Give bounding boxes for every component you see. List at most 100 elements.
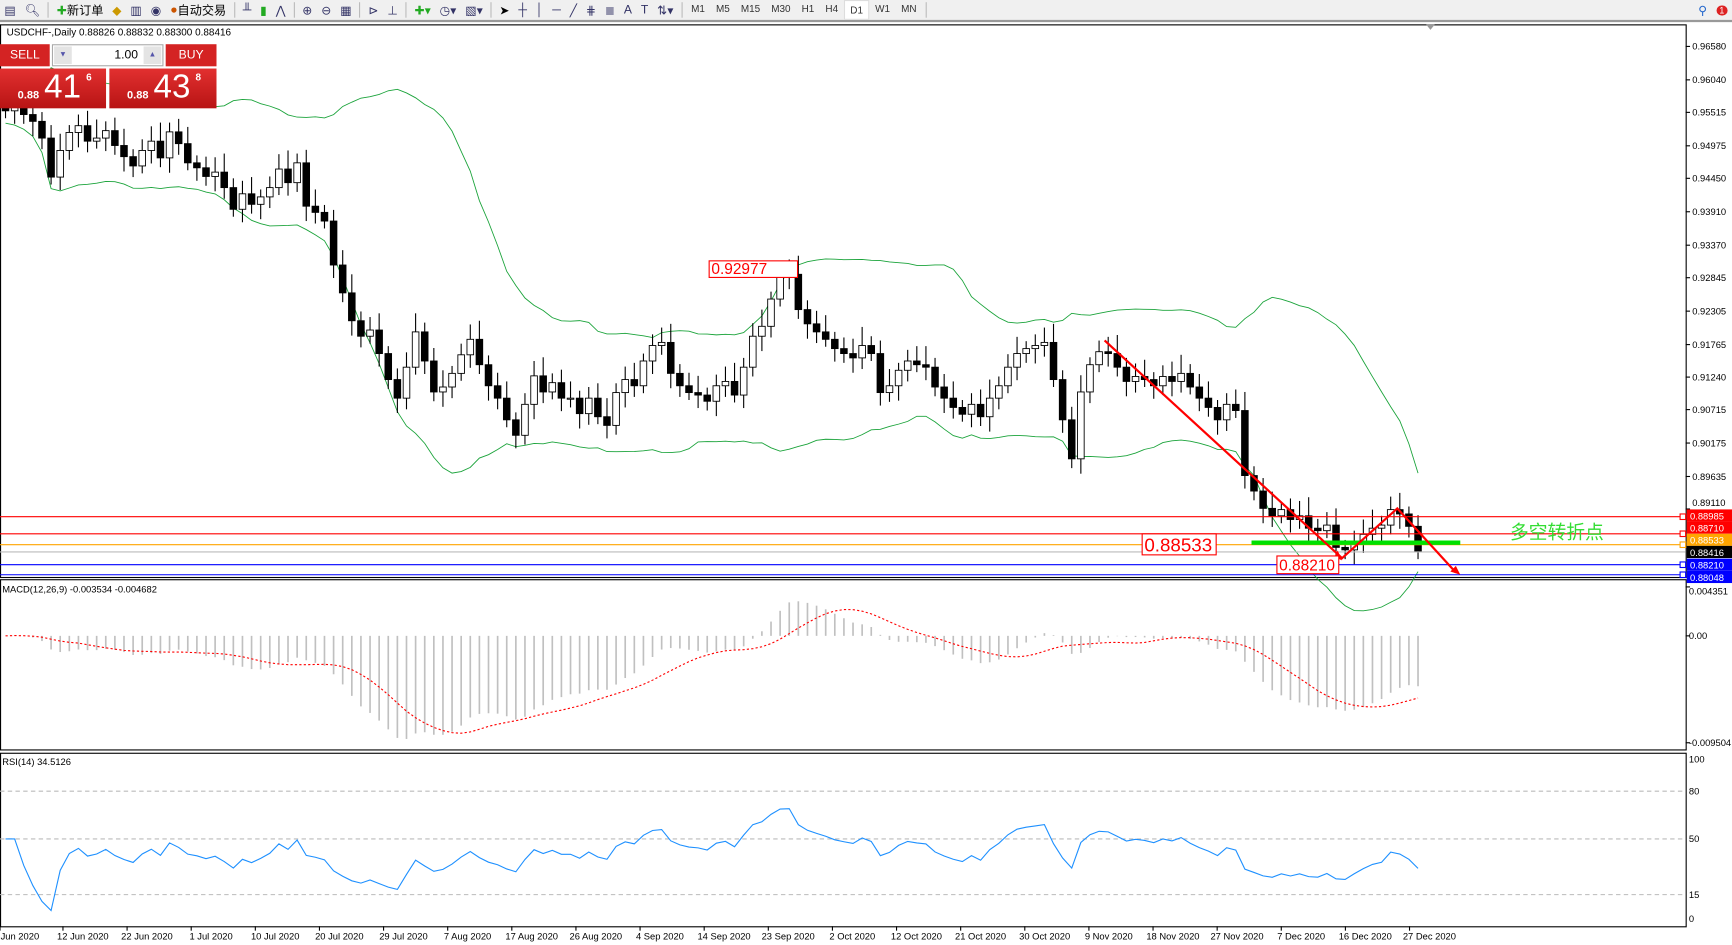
zoom-out-icon[interactable]: ⊖ <box>321 3 332 18</box>
price-line-handle <box>1679 561 1687 569</box>
lot-increase-button[interactable]: ▲ <box>143 46 162 65</box>
timeframe-m15[interactable]: M15 <box>740 3 761 15</box>
shift-icon[interactable]: ⊥ <box>387 3 398 18</box>
channel-icon[interactable]: ≣ <box>604 3 616 18</box>
tile-icon[interactable]: ▦ <box>340 3 352 18</box>
bar-chart-icon[interactable]: ╨ <box>242 3 252 17</box>
candle <box>320 211 329 222</box>
buy-price-button[interactable]: 0.88 43 8 <box>109 68 217 109</box>
candle <box>1250 475 1258 492</box>
price-line-label: 0.88416 <box>1690 547 1724 558</box>
bollinger-band-lower <box>5 122 1419 612</box>
sell-button[interactable]: SELL <box>0 44 50 67</box>
price-axis-label: 0.91765 <box>1692 339 1726 350</box>
price-axis-label: 0.90175 <box>1692 437 1726 448</box>
periods-icon[interactable]: ◷▾ <box>439 3 457 18</box>
signal-icon[interactable]: ◉ <box>150 3 162 18</box>
candle <box>475 338 484 366</box>
cursor-icon[interactable]: ➤ <box>499 3 510 18</box>
timeframe-mn[interactable]: MN <box>901 3 917 15</box>
text-label-icon[interactable]: T <box>640 3 649 17</box>
vertical-line-icon[interactable]: │ <box>535 3 544 17</box>
candle <box>730 380 739 396</box>
search-icon[interactable]: ⚲ <box>1698 3 1708 18</box>
chart-icon[interactable]: ▤ <box>4 3 16 18</box>
macd-axis-label: 0.00 <box>1689 630 1707 641</box>
timeframe-h4[interactable]: H4 <box>825 3 839 15</box>
zoom-chart-icon[interactable]: 🔍︎ <box>24 3 41 18</box>
timeframe-d1[interactable]: D1 <box>843 0 870 20</box>
date-axis-label: 20 Jul 2020 <box>315 931 363 942</box>
horizontal-line-icon[interactable]: ─ <box>552 3 561 17</box>
candle <box>1031 345 1040 350</box>
history-icon[interactable]: ▥ <box>130 3 142 18</box>
new-order-icon: ✚ <box>56 3 67 18</box>
candle <box>1168 376 1176 382</box>
date-axis-label: 27 Dec 2020 <box>1403 931 1456 942</box>
rsi-label: RSI(14) 34.5126 <box>2 756 71 767</box>
main-chart-frame <box>0 24 1687 579</box>
candle <box>184 143 192 164</box>
candle <box>329 220 338 266</box>
sell-price-button[interactable]: 0.88 41 6 <box>0 68 107 109</box>
indicators-icon[interactable]: ✚▾ <box>414 3 431 18</box>
line-chart-icon[interactable]: ⋀ <box>275 3 286 18</box>
candle <box>749 335 757 368</box>
fibonacci-icon[interactable]: ⋕ <box>585 3 597 18</box>
new-order-button[interactable]: ✚ 新订单 <box>52 1 107 19</box>
date-axis-label: 7 Dec 2020 <box>1277 931 1325 942</box>
macd-panel-frame <box>0 579 1687 751</box>
timeframe-m30[interactable]: M30 <box>771 3 791 15</box>
arrow-head-icon <box>1334 550 1343 561</box>
timeframe-w1[interactable]: W1 <box>875 3 891 15</box>
lot-decrease-button[interactable]: ▼ <box>54 46 72 65</box>
candle <box>256 196 265 205</box>
timeframe-m5[interactable]: M5 <box>715 3 730 15</box>
timeframe-h1[interactable]: H1 <box>801 3 815 15</box>
candle <box>174 131 183 145</box>
trendline-icon[interactable]: ╱ <box>569 3 578 18</box>
auto-trading-label: 自动交易 <box>177 4 227 18</box>
candlestick-icon[interactable]: ▮ <box>260 3 267 18</box>
date-axis-label: 14 Sep 2020 <box>697 931 750 942</box>
candle <box>1286 509 1295 520</box>
date-axis-label: 22 Jun 2020 <box>121 931 173 942</box>
candle <box>293 162 301 184</box>
price-line-label: 0.88048 <box>1690 572 1724 583</box>
price-callout: 0.88210 <box>1279 557 1335 574</box>
candle <box>603 416 611 426</box>
candle <box>384 353 393 381</box>
zoom-in-icon[interactable]: ⊕ <box>302 3 313 18</box>
candle <box>913 360 921 366</box>
price-label-bg <box>1686 570 1732 584</box>
candle <box>803 309 812 325</box>
gold-icon[interactable]: ◆ <box>112 3 122 18</box>
date-axis-label: 27 Nov 2020 <box>1210 931 1263 942</box>
candle <box>1368 527 1377 535</box>
arrows-icon[interactable]: ⇅▾ <box>657 3 674 18</box>
notification-button[interactable]: 1 <box>1712 1 1732 19</box>
timeframe-m1[interactable]: M1 <box>691 3 705 15</box>
price-axis-label: 0.89635 <box>1692 471 1726 482</box>
lot-value: 1.00 <box>114 48 139 62</box>
crosshair-icon[interactable]: ┼ <box>518 3 527 17</box>
candle <box>1277 509 1286 517</box>
candle <box>165 131 174 159</box>
new-order-label: 新订单 <box>66 4 104 18</box>
lot-size-input[interactable]: ▼ 1.00 ▲ <box>51 44 164 67</box>
trend-arrow <box>1103 339 1457 574</box>
templates-icon[interactable]: ▧▾ <box>465 3 483 18</box>
divider <box>405 2 407 18</box>
auto-trading-button[interactable]: ● 自动交易 <box>166 1 231 19</box>
candle <box>502 397 511 421</box>
date-axis-label: Jun 2020 <box>1 931 40 942</box>
autoscroll-icon[interactable]: ⊳ <box>368 3 379 18</box>
candle <box>867 345 876 355</box>
candle <box>612 392 620 426</box>
buy-button[interactable]: BUY <box>165 44 217 67</box>
text-icon[interactable]: A <box>623 3 633 17</box>
price-callout-box <box>1276 555 1340 575</box>
candle <box>493 385 502 399</box>
